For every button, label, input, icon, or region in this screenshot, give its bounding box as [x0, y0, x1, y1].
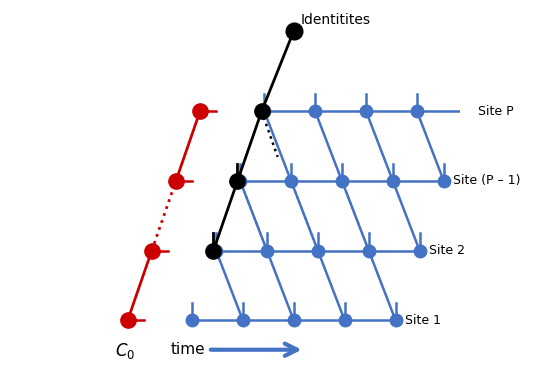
- Text: time: time: [170, 342, 205, 357]
- Text: Site 2: Site 2: [430, 244, 465, 257]
- Text: Site P: Site P: [477, 105, 513, 118]
- Text: Site (P – 1): Site (P – 1): [453, 175, 521, 187]
- Text: Identitites: Identitites: [300, 13, 370, 27]
- Text: Site 1: Site 1: [405, 314, 441, 327]
- Text: $C_0$: $C_0$: [115, 341, 135, 361]
